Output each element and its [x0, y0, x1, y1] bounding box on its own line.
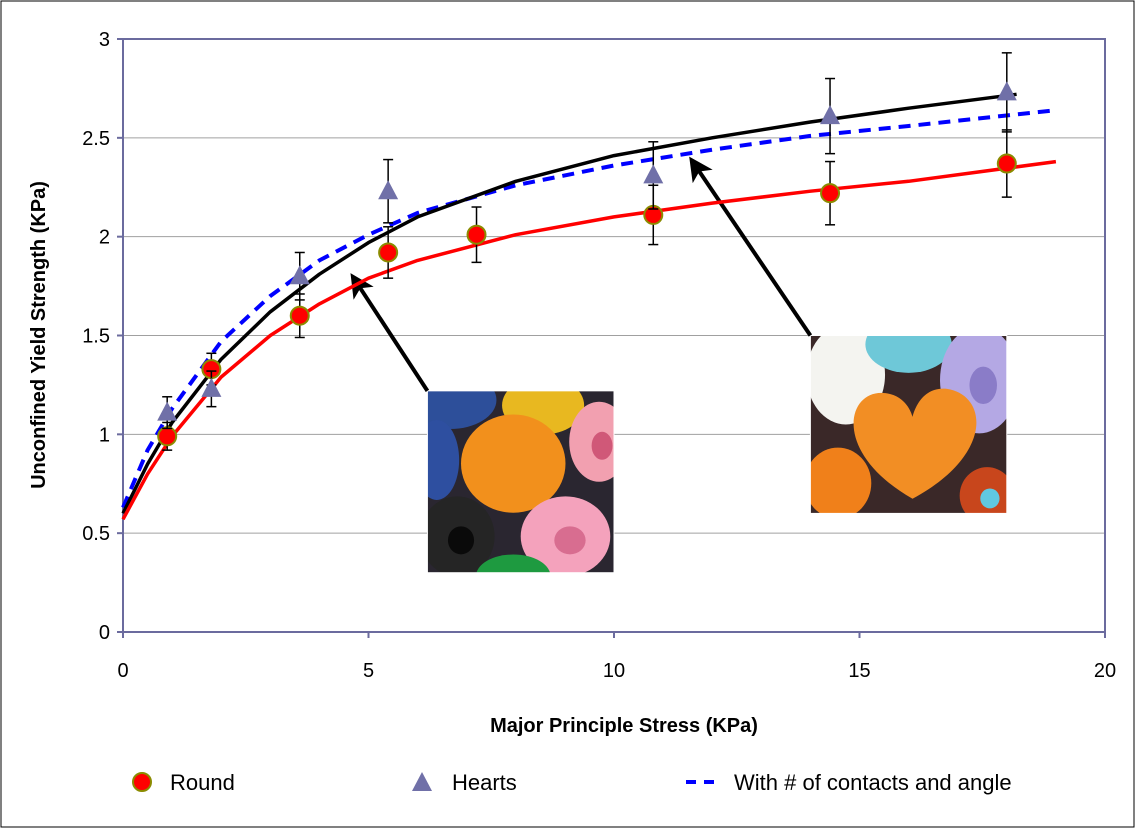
y-tick-label: 2 — [99, 227, 110, 249]
x-tick-label: 20 — [1094, 660, 1116, 682]
fit-line-3 — [121, 92, 1017, 515]
hearts-data-point — [643, 164, 664, 184]
heart-beads-photo-content — [810, 335, 1007, 514]
legend-hearts-marker — [412, 772, 432, 791]
photo-annotations — [350, 156, 1008, 574]
blue-bead-side — [427, 419, 460, 500]
y-tick-label: 1 — [99, 424, 110, 446]
y-tick-label: 3 — [99, 29, 110, 51]
hearts-data-point — [996, 81, 1017, 101]
heart-beads-photo-edge — [809, 335, 1008, 514]
round-beads-photo — [426, 390, 615, 574]
round-data-point — [157, 426, 178, 447]
round-data-point — [289, 305, 310, 326]
data-points — [157, 52, 1017, 451]
legend-model-label: With # of contacts and angle — [734, 770, 1012, 795]
heart-beads-photo-arrow — [689, 156, 813, 337]
x-tick-label: 10 — [603, 660, 625, 682]
orange-bead — [461, 414, 566, 513]
hearts-data-point — [157, 401, 178, 421]
x-tick-label: 0 — [117, 660, 128, 682]
heart-beads-photo — [809, 335, 1008, 514]
orange-heart — [853, 388, 977, 499]
hearts-data-point — [378, 180, 399, 200]
round-data-point — [466, 224, 487, 245]
x-tick-label: 15 — [848, 660, 870, 682]
pink-bead-bottom-hole — [554, 526, 586, 555]
pink-bead-right — [569, 401, 615, 482]
cyan-bead — [865, 335, 952, 373]
y-tick-label: 2.5 — [82, 128, 110, 150]
hearts-data-point — [201, 377, 222, 397]
round-beads-photo-arrow — [350, 273, 430, 392]
hearts-data-point — [289, 265, 310, 285]
red-bead-hole — [980, 488, 1000, 509]
legend-round-label: Round — [170, 770, 235, 795]
legend-hearts-label: Hearts — [452, 770, 517, 795]
legend-round-marker — [132, 772, 152, 792]
y-tick-label: 0 — [99, 622, 110, 644]
fit-lines — [121, 92, 1057, 521]
round-data-point — [378, 242, 399, 263]
pink-bead-right-hole — [591, 431, 613, 460]
blue-bead-top — [427, 390, 497, 430]
y-axis-title: Unconfined Yield Strength (KPa) — [28, 181, 50, 489]
fit-line-2 — [121, 108, 1057, 509]
hearts-data-point — [820, 105, 841, 125]
orange-bead-small — [810, 447, 872, 514]
green-bead — [476, 554, 551, 573]
lavender-bead-hole — [969, 366, 997, 404]
round-data-point — [996, 153, 1017, 174]
x-tick-label: 5 — [363, 660, 374, 682]
y-tick-label: 0.5 — [82, 523, 110, 545]
legend: Round Hearts With # of contacts and angl… — [132, 770, 1012, 795]
round-data-point — [820, 183, 841, 204]
round-beads-photo-content — [427, 390, 615, 573]
fit-line-4 — [121, 159, 1057, 521]
y-tick-label: 1.5 — [82, 326, 110, 348]
axis-ticks: 0 0.5 1 1.5 2 2.5 3 0 5 10 15 20 — [82, 29, 1116, 682]
black-bead-hole — [447, 526, 475, 555]
round-beads-photo-edge — [426, 390, 615, 574]
x-axis-title: Major Principle Stress (KPa) — [490, 715, 758, 737]
